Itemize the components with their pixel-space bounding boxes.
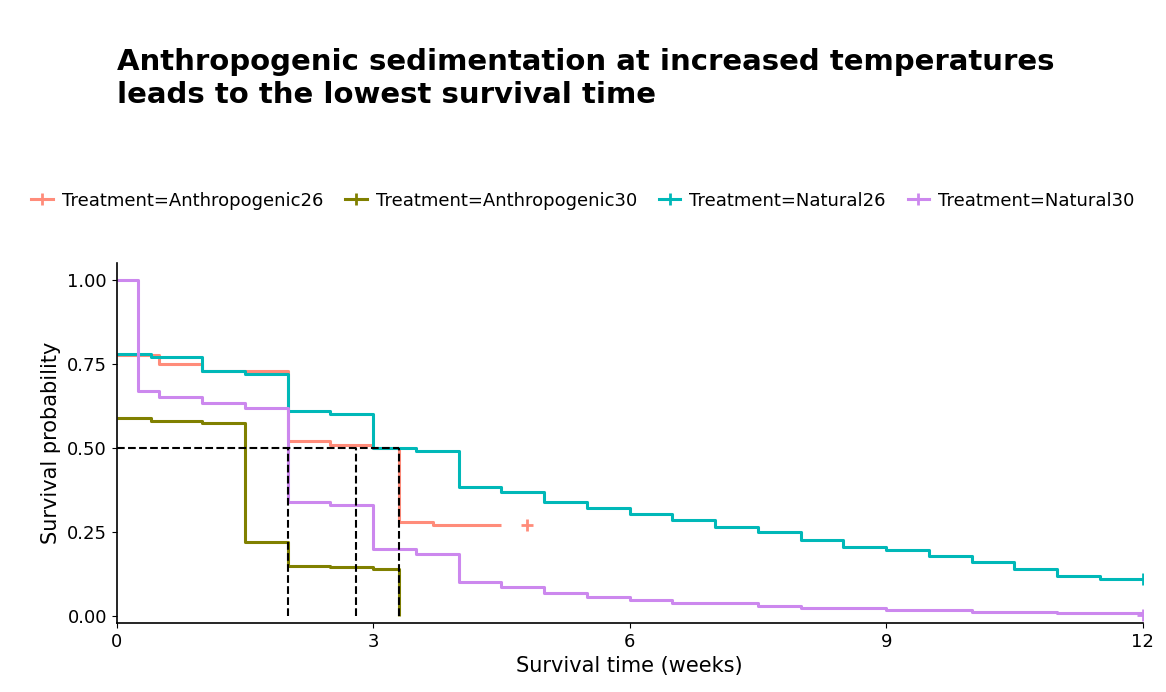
- Text: Anthropogenic sedimentation at increased temperatures
leads to the lowest surviv: Anthropogenic sedimentation at increased…: [117, 48, 1054, 109]
- X-axis label: Survival time (weeks): Survival time (weeks): [517, 656, 743, 676]
- Legend: Treatment=Anthropogenic26, Treatment=Anthropogenic30, Treatment=Natural26, Treat: Treatment=Anthropogenic26, Treatment=Ant…: [31, 192, 1135, 210]
- Y-axis label: Survival probability: Survival probability: [41, 342, 62, 544]
